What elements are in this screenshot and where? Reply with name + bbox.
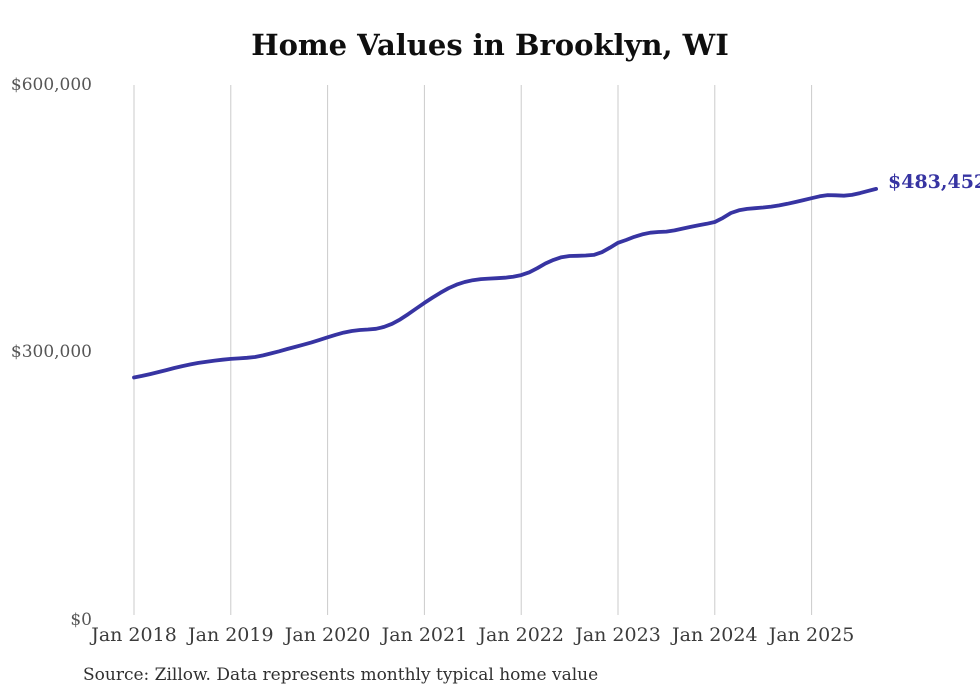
- series-end-value-label: $483,452: [888, 171, 980, 193]
- x-axis-tick-label: Jan 2022: [478, 624, 564, 646]
- chart-title: Home Values in Brooklyn, WI: [251, 28, 729, 62]
- y-axis-tick-label-300k: $300,000: [10, 342, 92, 362]
- x-axis-tick-label: Jan 2019: [188, 624, 274, 646]
- x-axis-tick-label: Jan 2024: [672, 624, 758, 646]
- x-axis-tick-label: Jan 2021: [381, 624, 468, 646]
- y-axis-tick-label-600k: $600,000: [10, 75, 92, 95]
- source-note: Source: Zillow. Data represents monthly …: [83, 665, 599, 685]
- y-axis-tick-label-0: $0: [70, 610, 92, 630]
- x-axis-tick-label: Jan 2025: [768, 624, 855, 646]
- x-axis-tick-label: Jan 2018: [91, 624, 177, 646]
- home-value-line: [132, 186, 878, 380]
- x-axis-tick-label: Jan 2023: [575, 624, 661, 646]
- x-axis-tick-label: Jan 2020: [284, 624, 371, 646]
